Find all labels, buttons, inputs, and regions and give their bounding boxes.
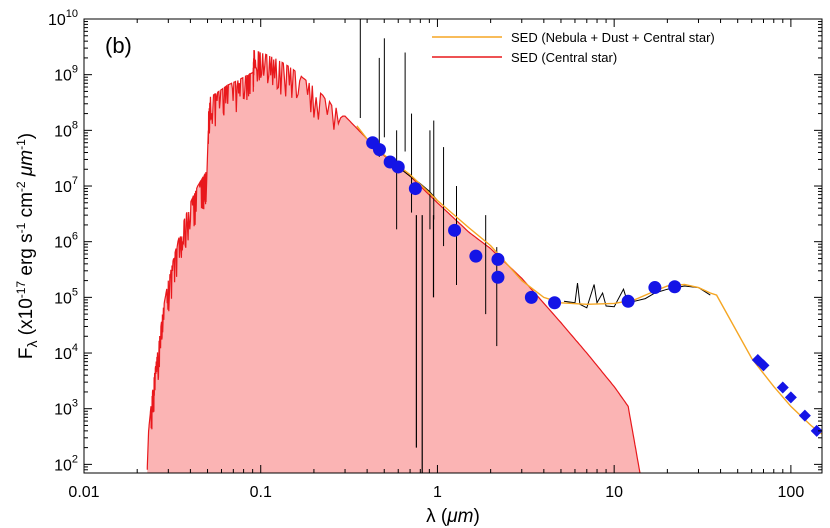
photometry-point-fir <box>810 424 822 437</box>
panel-label: (b) <box>105 33 132 58</box>
photometry-point <box>408 182 422 196</box>
tick-layer: 0.01 0.1 1 10 100 102 103 104 105 106 107 108 109 101… <box>48 8 822 501</box>
x-tick-label: 1 <box>433 484 442 501</box>
x-tick-label: 0.1 <box>250 484 272 501</box>
data-layer <box>146 19 822 473</box>
x-tick-label: 0.01 <box>68 484 99 501</box>
y-tick-label: 102 <box>54 453 78 474</box>
photometry-point <box>648 281 662 295</box>
y-tick-label: 108 <box>54 119 78 140</box>
photometry-point <box>469 249 483 263</box>
central-star-fill <box>147 50 641 473</box>
photometry-point <box>391 160 405 174</box>
plot-frame <box>83 18 823 474</box>
photometry-point <box>448 223 462 237</box>
x-tick-label: 100 <box>778 484 805 501</box>
y-tick-label: 109 <box>54 64 78 85</box>
y-tick-label: 105 <box>54 286 78 307</box>
photometry-point-fir <box>776 381 789 394</box>
x-axis-title: λ (μm) <box>426 506 480 527</box>
legend: SED (Nebula + Dust + Central star) SED (… <box>432 30 715 65</box>
central-star-line <box>146 49 641 473</box>
photometry-point-fir <box>757 359 770 372</box>
marker-layer <box>366 136 822 437</box>
y-tick-label: 107 <box>54 175 78 196</box>
photometry-point-fir <box>798 409 811 422</box>
y-tick-label: 104 <box>54 342 78 363</box>
photometry-point <box>372 143 386 157</box>
photometry-point <box>491 270 505 284</box>
legend-label-central-star: SED (Central star) <box>511 50 617 65</box>
photometry-point <box>621 294 635 308</box>
photometry-point-fir <box>784 391 797 404</box>
x-tick-label: 10 <box>605 484 623 501</box>
photometry-point <box>491 252 505 266</box>
photometry-point <box>548 296 562 310</box>
y-tick-label: 1010 <box>48 8 78 29</box>
photometry-point <box>668 280 682 294</box>
y-tick-label: 103 <box>54 398 78 419</box>
y-tick-label: 106 <box>54 231 78 252</box>
y-axis-title: Fλ (x10-17 erg s-1 cm-2 μm-1) <box>14 133 40 359</box>
legend-label-total: SED (Nebula + Dust + Central star) <box>511 30 715 45</box>
photometry-point <box>524 290 538 304</box>
